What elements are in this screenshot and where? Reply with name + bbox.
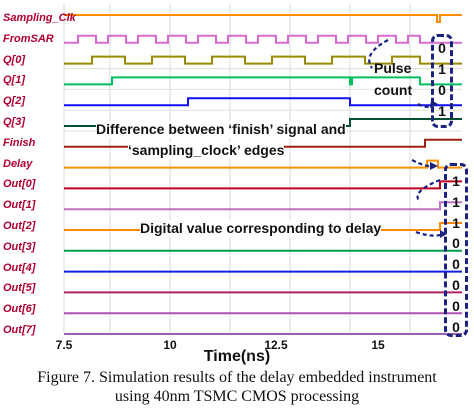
signal-label-10: Out[2]: [3, 220, 36, 232]
digital-value-bit-1: 1: [452, 193, 460, 210]
signal-label-13: Out[5]: [3, 282, 36, 295]
signal-label-11: Out[3]: [3, 240, 36, 253]
annotation-difference-line1: Difference between ‘finish’ signal and: [96, 121, 346, 138]
trace-3: [64, 76, 462, 86]
digital-value-bit-2: 1: [452, 214, 460, 231]
pulse-count-bit-3: 1: [438, 103, 446, 119]
signal-label-7: Delay: [3, 157, 33, 170]
x-tick-0: 7.5: [55, 338, 73, 352]
arrow-digital-value: [415, 230, 445, 237]
pulse-count-bit-2: 0: [438, 82, 446, 98]
x-axis-label: Time(ns): [203, 348, 271, 365]
digital-value-bit-0: 1: [452, 173, 460, 189]
trace-9: [64, 201, 462, 211]
pulse-count-box: [431, 34, 453, 128]
signal-label-15: Out[7]: [3, 324, 36, 336]
figure-caption-line1: Figure 7. Simulation results of the dela…: [37, 369, 437, 386]
signal-label-9: Out[1]: [3, 199, 36, 212]
x-tick-2: 12.5: [264, 338, 288, 352]
arrow-difference-head: [430, 162, 438, 170]
digital-value-bit-3: 0: [452, 235, 460, 252]
trace-2: [64, 55, 462, 65]
trace-1: [64, 34, 462, 44]
pulse-count-bit-0: 0: [438, 40, 446, 56]
signal-label-2: Q[0]: [3, 53, 25, 66]
digital-value-bit-7: 0: [452, 318, 460, 335]
signal-label-8: Out[0]: [3, 178, 36, 191]
signal-label-5: Q[3]: [3, 116, 25, 128]
gridlines: [63, 4, 462, 335]
annotation-pulse: Pulse: [374, 60, 412, 76]
annotation-digital-value: Digital value corresponding to delay: [140, 220, 382, 237]
digital-value-bit-4: 0: [452, 256, 460, 273]
arrow-digital-value-head: [440, 230, 447, 238]
signal-label-3: Q[1]: [3, 74, 25, 87]
x-tick-1: 10: [163, 338, 177, 352]
annotation-count: count: [374, 82, 413, 98]
signal-label-0: Sampling_Clk: [3, 12, 76, 24]
waveform-plot: [63, 4, 462, 335]
trace-4: [64, 97, 462, 107]
signal-label-6: Finish: [3, 136, 36, 149]
digital-value-bit-5: 0: [452, 277, 460, 293]
digital-value-box: [444, 163, 468, 337]
trace-7: [64, 159, 462, 169]
pulse-count-bit-1: 1: [438, 61, 446, 77]
trace-0: [64, 14, 462, 23]
arrow-out-top: [416, 178, 441, 203]
digital-value-bit-6: 0: [452, 297, 460, 314]
figure-caption-line2: using 40nm TSMC CMOS processing: [114, 388, 360, 405]
x-tick-3: 15: [371, 338, 385, 352]
signal-label-14: Out[6]: [3, 303, 36, 316]
signal-label-12: Out[4]: [3, 261, 36, 274]
signal-label-1: FromSAR: [3, 32, 54, 45]
signal-label-4: Q[2]: [3, 95, 25, 108]
annotation-difference-line2: ‘sampling_clock’ edges: [128, 142, 285, 159]
trace-8: [64, 180, 462, 190]
arrow-pulse-top: [368, 39, 389, 69]
